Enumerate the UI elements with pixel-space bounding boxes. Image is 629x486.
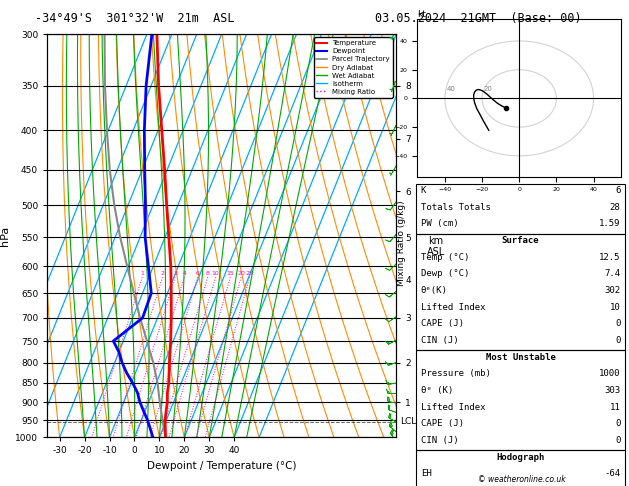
- Text: 1000: 1000: [599, 369, 620, 379]
- Text: Pressure (mb): Pressure (mb): [421, 369, 491, 379]
- Text: © weatheronline.co.uk: © weatheronline.co.uk: [478, 474, 566, 484]
- Text: 20: 20: [484, 86, 493, 92]
- Text: 10: 10: [211, 271, 220, 276]
- Text: EH: EH: [421, 469, 431, 478]
- Bar: [416, 350, 625, 450]
- Text: 6: 6: [196, 271, 199, 276]
- Text: 15: 15: [226, 271, 234, 276]
- Text: Most Unstable: Most Unstable: [486, 353, 555, 362]
- Text: 0: 0: [615, 419, 620, 428]
- Text: 25: 25: [246, 271, 253, 276]
- Text: Lifted Index: Lifted Index: [421, 403, 485, 412]
- Legend: Temperature, Dewpoint, Parcel Trajectory, Dry Adiabat, Wet Adiabat, Isotherm, Mi: Temperature, Dewpoint, Parcel Trajectory…: [314, 37, 392, 98]
- Text: 1: 1: [140, 271, 144, 276]
- Text: 0: 0: [615, 336, 620, 345]
- Bar: [416, 184, 625, 234]
- Text: 2: 2: [160, 271, 165, 276]
- Text: 28: 28: [610, 203, 620, 212]
- Text: Hodograph: Hodograph: [496, 452, 545, 462]
- Text: 03.05.2024  21GMT  (Base: 00): 03.05.2024 21GMT (Base: 00): [375, 12, 581, 25]
- Text: 3: 3: [173, 271, 177, 276]
- Text: 6: 6: [615, 186, 620, 195]
- Text: CAPE (J): CAPE (J): [421, 319, 464, 329]
- Text: Dewp (°C): Dewp (°C): [421, 269, 469, 278]
- Text: 40: 40: [447, 86, 455, 92]
- Text: CAPE (J): CAPE (J): [421, 419, 464, 428]
- Text: Temp (°C): Temp (°C): [421, 253, 469, 262]
- X-axis label: Dewpoint / Temperature (°C): Dewpoint / Temperature (°C): [147, 461, 296, 471]
- Text: 4: 4: [182, 271, 186, 276]
- Y-axis label: hPa: hPa: [0, 226, 9, 246]
- Text: -64: -64: [604, 469, 620, 478]
- Text: K: K: [421, 186, 426, 195]
- Text: 0: 0: [615, 436, 620, 445]
- Text: 10: 10: [610, 303, 620, 312]
- Text: PW (cm): PW (cm): [421, 219, 459, 228]
- Bar: [416, 450, 625, 486]
- Text: CIN (J): CIN (J): [421, 436, 459, 445]
- Text: 303: 303: [604, 386, 620, 395]
- Text: Surface: Surface: [502, 236, 539, 245]
- Text: CIN (J): CIN (J): [421, 336, 459, 345]
- Text: 20: 20: [237, 271, 245, 276]
- Text: Mixing Ratio (g/kg): Mixing Ratio (g/kg): [397, 200, 406, 286]
- Text: Totals Totals: Totals Totals: [421, 203, 491, 212]
- Bar: [416, 234, 625, 350]
- Text: -34°49'S  301°32'W  21m  ASL: -34°49'S 301°32'W 21m ASL: [35, 12, 235, 25]
- Text: 302: 302: [604, 286, 620, 295]
- Text: 0: 0: [615, 319, 620, 329]
- Text: Lifted Index: Lifted Index: [421, 303, 485, 312]
- Text: 8: 8: [206, 271, 209, 276]
- Text: kt: kt: [417, 10, 426, 19]
- Y-axis label: km
ASL: km ASL: [427, 236, 445, 257]
- Text: 7.4: 7.4: [604, 269, 620, 278]
- Text: 1.59: 1.59: [599, 219, 620, 228]
- Text: 12.5: 12.5: [599, 253, 620, 262]
- Text: θᵉ (K): θᵉ (K): [421, 386, 453, 395]
- Text: 11: 11: [610, 403, 620, 412]
- Text: θᵉ(K): θᵉ(K): [421, 286, 448, 295]
- Text: LCL: LCL: [400, 417, 416, 427]
